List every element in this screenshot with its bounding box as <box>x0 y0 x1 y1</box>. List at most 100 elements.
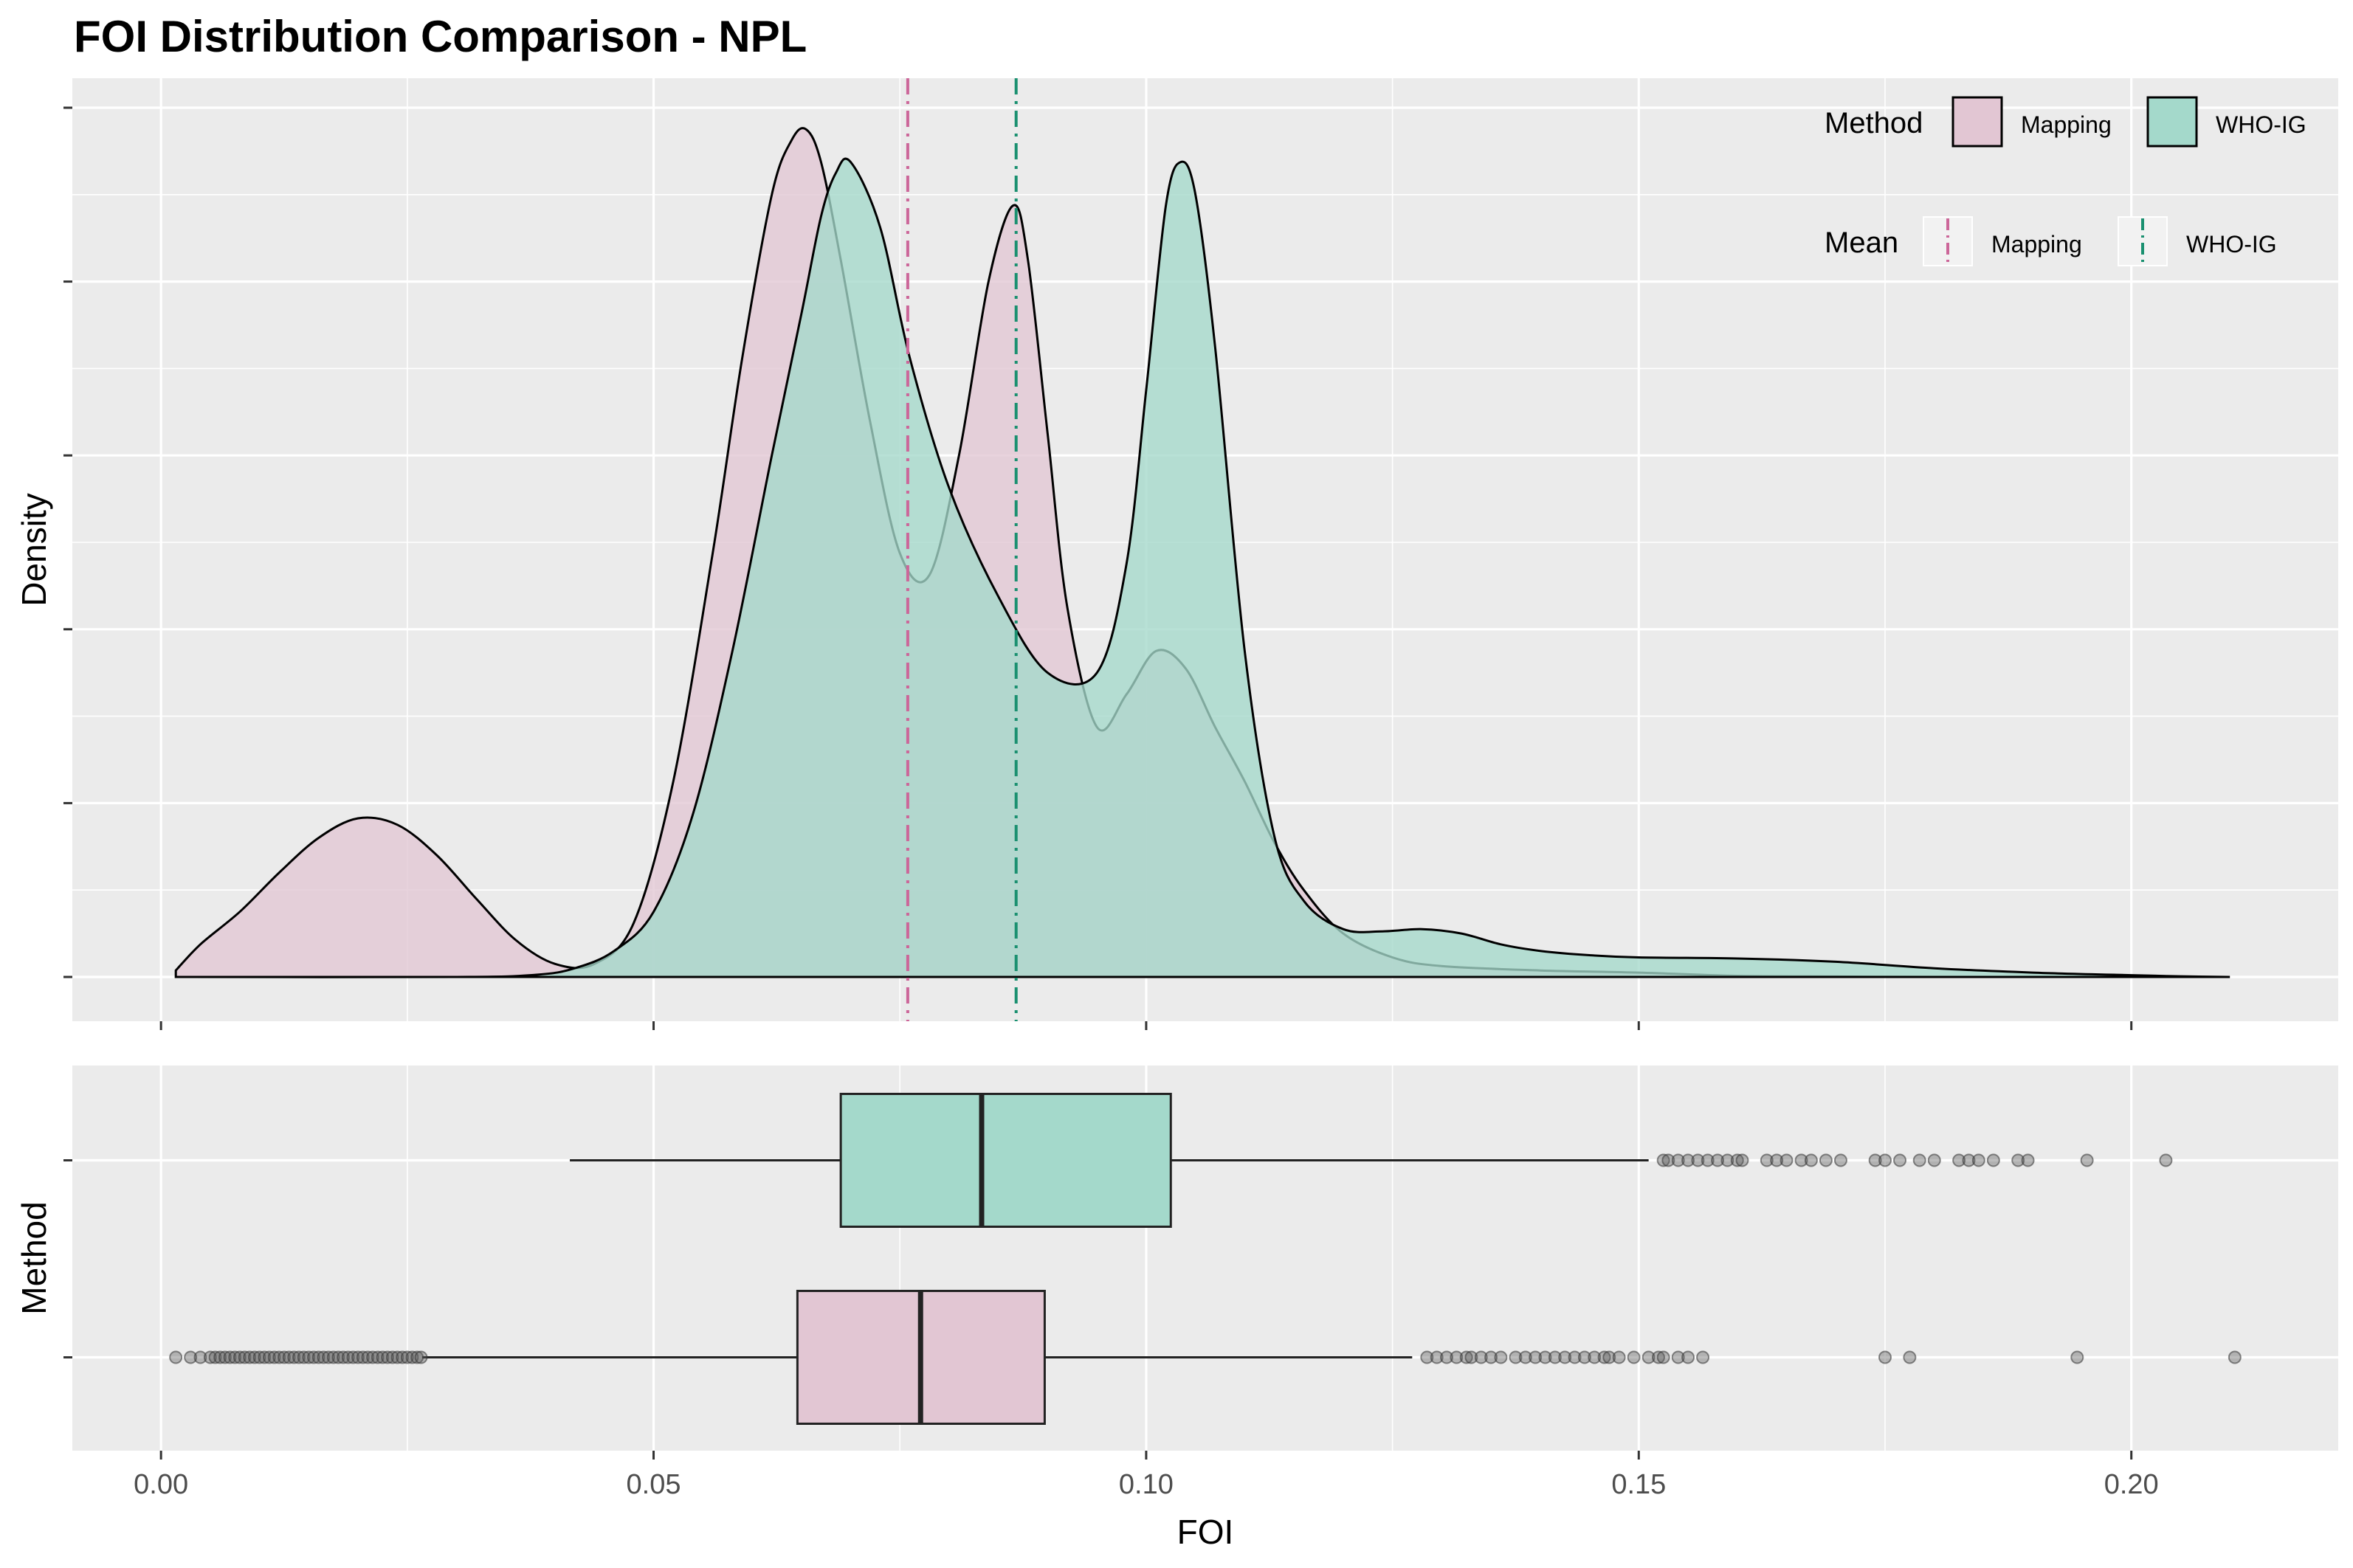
outlier-point <box>1538 1350 1552 1364</box>
boxplot-layer <box>169 1093 2242 1425</box>
outlier-point <box>337 1350 351 1364</box>
outlier-point <box>366 1350 380 1364</box>
outlier-point <box>1612 1350 1626 1364</box>
outlier-point <box>277 1350 291 1364</box>
x-tick-label: 0.15 <box>1611 1469 1666 1500</box>
outlier-point <box>376 1350 390 1364</box>
outlier-point <box>232 1350 247 1364</box>
outlier-point <box>351 1350 365 1364</box>
outlier-point <box>267 1350 281 1364</box>
outlier-point <box>317 1350 331 1364</box>
outlier-point <box>1568 1350 1582 1364</box>
outlier-point <box>1971 1153 1985 1167</box>
outlier-point <box>2228 1350 2242 1364</box>
outlier-point <box>346 1350 360 1364</box>
legend-label: WHO-IG <box>2216 111 2307 138</box>
box-who-ig <box>839 1093 1172 1228</box>
outlier-point <box>1878 1153 1892 1167</box>
mean-lines-layer <box>906 78 1018 1021</box>
outlier-point <box>1833 1153 1847 1167</box>
outlier-point <box>414 1350 428 1364</box>
outlier-point <box>1440 1350 1454 1364</box>
outlier-point <box>1868 1153 1882 1167</box>
outlier-point <box>1701 1153 1715 1167</box>
outlier-point <box>228 1350 242 1364</box>
outlier-point <box>1696 1350 1710 1364</box>
outlier-point <box>1735 1153 1749 1167</box>
density-area-who-ig <box>176 157 2230 978</box>
outlier-point <box>258 1350 272 1364</box>
outlier-point <box>381 1350 395 1364</box>
outlier-point <box>322 1350 336 1364</box>
density-y-axis-title: Density <box>15 493 53 606</box>
outlier-point <box>1671 1153 1685 1167</box>
outlier-point <box>371 1350 385 1364</box>
outlier-point <box>1484 1350 1498 1364</box>
outlier-point <box>2159 1153 2173 1167</box>
outlier-point <box>1548 1350 1562 1364</box>
outlier-point <box>1962 1153 1976 1167</box>
outlier-point <box>1509 1350 1523 1364</box>
outlier-point <box>184 1350 198 1364</box>
outlier-point <box>1730 1153 1744 1167</box>
outlier-point <box>1577 1350 1591 1364</box>
outlier-point <box>243 1350 257 1364</box>
outlier-point <box>2011 1153 2025 1167</box>
outlier-point <box>1494 1350 1508 1364</box>
outlier-point <box>1760 1153 1774 1167</box>
outlier-point <box>1804 1153 1818 1167</box>
boxplot-panel <box>72 1066 2338 1451</box>
boxplot-panel-background <box>72 1066 2338 1451</box>
outlier-point <box>262 1350 276 1364</box>
x-axis-title: FOI <box>1177 1513 1234 1551</box>
legend-label: Mapping <box>1991 231 2082 258</box>
outlier-point <box>1661 1153 1675 1167</box>
outlier-point <box>331 1350 345 1364</box>
density-panel: Method Mapping WHO-IG Mean Mapping WHO-IG <box>72 78 2338 1021</box>
outlier-point <box>396 1350 410 1364</box>
outlier-point <box>218 1350 232 1364</box>
outlier-point <box>1474 1350 1488 1364</box>
chart-title: FOI Distribution Comparison - NPL <box>74 12 807 61</box>
legend-label: WHO-IG <box>2186 231 2277 258</box>
x-tick-label: 0.20 <box>2104 1469 2159 1500</box>
x-tick-label: 0.00 <box>134 1469 188 1500</box>
outlier-point <box>361 1350 375 1364</box>
outlier-point <box>193 1350 207 1364</box>
outlier-point <box>1770 1153 1784 1167</box>
outlier-point <box>297 1350 311 1364</box>
outlier-point <box>213 1350 227 1364</box>
outlier-point <box>2070 1350 2084 1364</box>
outlier-point <box>1652 1350 1665 1364</box>
outlier-point <box>326 1350 340 1364</box>
outlier-point <box>307 1350 321 1364</box>
outlier-point <box>252 1350 266 1364</box>
outlier-point <box>1681 1153 1695 1167</box>
outlier-point <box>1656 1350 1670 1364</box>
outlier-point <box>410 1350 424 1364</box>
boxplot-y-axis-title: Method <box>15 1201 53 1314</box>
outlier-point <box>311 1350 325 1364</box>
outlier-point <box>203 1350 217 1364</box>
outlier-point <box>1780 1153 1794 1167</box>
outlier-point <box>1711 1153 1725 1167</box>
outlier-point <box>2080 1153 2094 1167</box>
outlier-point <box>1597 1350 1611 1364</box>
outlier-point <box>400 1350 414 1364</box>
outlier-point <box>1518 1350 1532 1364</box>
outlier-point <box>272 1350 286 1364</box>
legend-title-method: Method <box>1825 107 1923 139</box>
outlier-point <box>1671 1350 1685 1364</box>
outlier-point <box>1691 1153 1705 1167</box>
x-axis: 0.00 0.05 0.10 0.15 0.20 <box>63 106 2159 1500</box>
outlier-point <box>1529 1350 1543 1364</box>
outlier-point <box>1420 1350 1434 1364</box>
outlier-point <box>1459 1350 1473 1364</box>
outlier-point <box>341 1350 355 1364</box>
outlier-point <box>302 1350 316 1364</box>
outlier-point <box>247 1350 261 1364</box>
outlier-point <box>1903 1350 1917 1364</box>
outlier-point <box>356 1350 370 1364</box>
outlier-point <box>1602 1350 1616 1364</box>
outlier-point <box>223 1350 237 1364</box>
